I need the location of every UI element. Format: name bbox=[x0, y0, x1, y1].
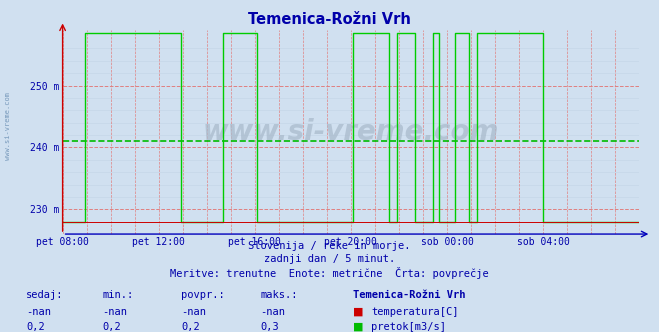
Text: sedaj:: sedaj: bbox=[26, 290, 64, 300]
Text: ■: ■ bbox=[353, 307, 363, 317]
Text: -nan: -nan bbox=[26, 307, 51, 317]
Text: povpr.:: povpr.: bbox=[181, 290, 225, 300]
Text: www.si-vreme.com: www.si-vreme.com bbox=[5, 92, 11, 160]
Text: maks.:: maks.: bbox=[260, 290, 298, 300]
Text: pretok[m3/s]: pretok[m3/s] bbox=[371, 322, 446, 332]
Text: -nan: -nan bbox=[260, 307, 285, 317]
Text: -nan: -nan bbox=[102, 307, 127, 317]
Text: zadnji dan / 5 minut.: zadnji dan / 5 minut. bbox=[264, 254, 395, 264]
Text: -nan: -nan bbox=[181, 307, 206, 317]
Text: Temenica-Rožni Vrh: Temenica-Rožni Vrh bbox=[353, 290, 465, 300]
Text: 0,2: 0,2 bbox=[26, 322, 45, 332]
Text: ■: ■ bbox=[353, 322, 363, 332]
Text: Slovenija / reke in morje.: Slovenija / reke in morje. bbox=[248, 241, 411, 251]
Text: Temenica-Rožni Vrh: Temenica-Rožni Vrh bbox=[248, 12, 411, 27]
Text: 0,3: 0,3 bbox=[260, 322, 279, 332]
Text: www.si-vreme.com: www.si-vreme.com bbox=[203, 118, 499, 146]
Text: min.:: min.: bbox=[102, 290, 133, 300]
Text: 0,2: 0,2 bbox=[181, 322, 200, 332]
Text: Meritve: trenutne  Enote: metrične  Črta: povprečje: Meritve: trenutne Enote: metrične Črta: … bbox=[170, 267, 489, 279]
Text: temperatura[C]: temperatura[C] bbox=[371, 307, 459, 317]
Text: 0,2: 0,2 bbox=[102, 322, 121, 332]
